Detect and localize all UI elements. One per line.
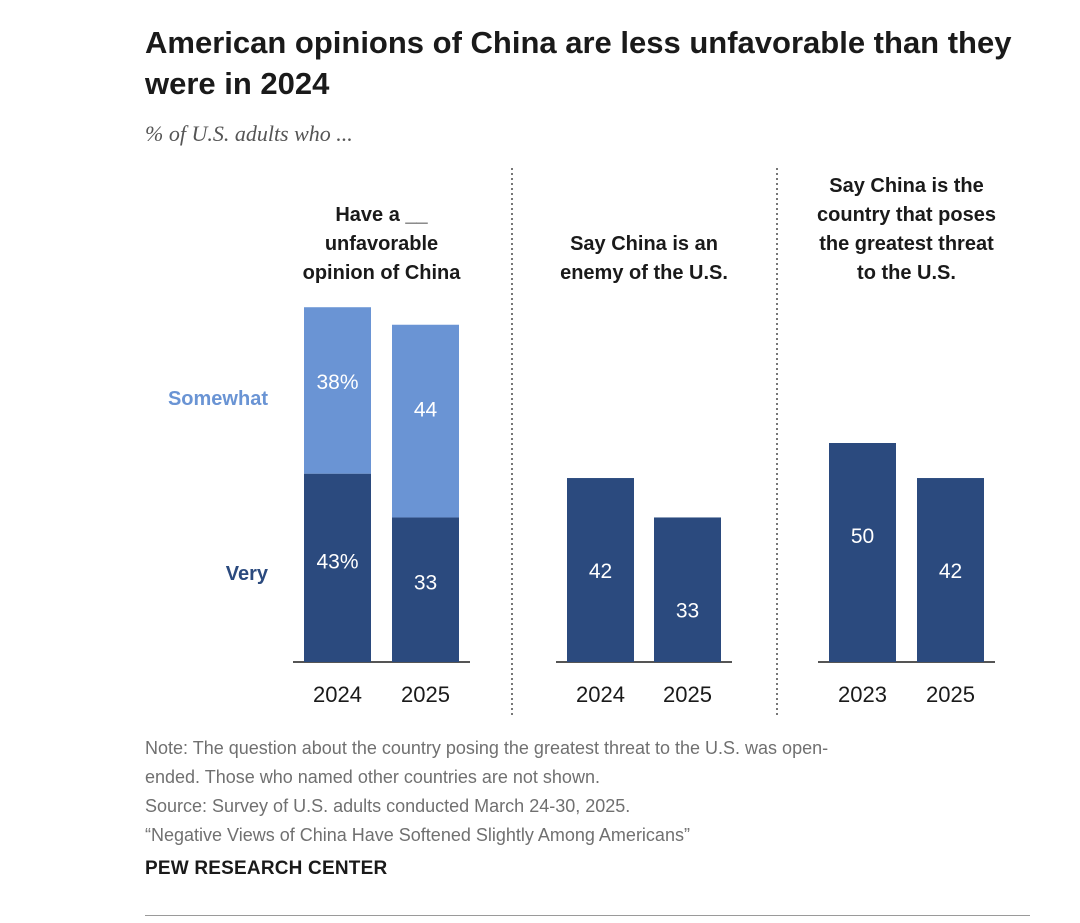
value-label: 33 <box>676 599 699 622</box>
value-label-very: 43% <box>316 551 358 574</box>
value-label-somewhat: 38% <box>316 371 358 394</box>
brand-label: PEW RESEARCH CENTER <box>145 858 388 879</box>
panel-title-line: country that poses <box>817 204 996 226</box>
value-label-very: 33 <box>414 571 437 594</box>
x-tick-label: 2025 <box>663 682 712 707</box>
x-tick-label: 2025 <box>926 682 975 707</box>
bar-somewhat <box>392 324 459 518</box>
bar <box>917 478 984 662</box>
value-label: 42 <box>589 560 612 583</box>
bar-very <box>304 473 371 662</box>
panel-title-line: Say China is an <box>570 233 718 255</box>
bar-very <box>392 517 459 662</box>
report-title-line: “Negative Views of China Have Softened S… <box>145 825 690 845</box>
panel-title-line: to the U.S. <box>857 262 956 284</box>
value-label: 50 <box>851 525 874 548</box>
bar-somewhat <box>304 307 371 474</box>
x-tick-label: 2024 <box>576 682 625 707</box>
source-line: Source: Survey of U.S. adults conducted … <box>145 796 631 816</box>
value-label: 42 <box>939 560 962 583</box>
bar <box>567 478 634 662</box>
x-tick-label: 2025 <box>401 682 450 707</box>
x-tick-label: 2023 <box>838 682 887 707</box>
x-tick-label: 2024 <box>313 682 362 707</box>
chart-notes: Note: The question about the country pos… <box>145 734 1005 850</box>
bar-chart: Have a __ unfavorable opinion of China 43% 3… <box>168 168 996 715</box>
note-line: Note: The question about the country pos… <box>145 738 829 758</box>
chart-title: American opinions of China are less unfa… <box>145 25 1012 101</box>
bar <box>654 517 721 662</box>
panel-title-line: opinion of China <box>303 262 462 284</box>
panel-title-line: the greatest threat <box>819 233 994 255</box>
panel-title-line: Have a __ <box>335 204 428 226</box>
panel-title-line: unfavorable <box>325 233 438 255</box>
bar <box>829 443 896 662</box>
note-line: ended. Those who named other countries a… <box>145 767 600 787</box>
value-label-somewhat: 44 <box>414 399 438 422</box>
legend-label-very: Very <box>226 563 269 585</box>
panel-title-line: enemy of the U.S. <box>560 262 728 284</box>
bottom-divider <box>145 915 1030 916</box>
panel-title-line: Say China is the <box>829 175 984 197</box>
legend-label-somewhat: Somewhat <box>168 388 268 410</box>
chart-subtitle: % of U.S. adults who ... <box>145 121 353 146</box>
